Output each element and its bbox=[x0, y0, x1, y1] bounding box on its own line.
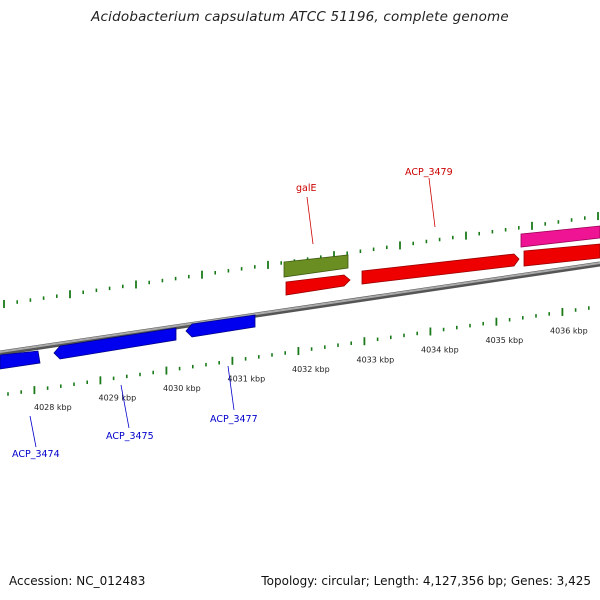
gene-arrow-forward[interactable] bbox=[523, 243, 600, 267]
kbp-tick-label: 4030 kbp bbox=[163, 384, 201, 393]
kbp-tick-labels: 4028 kbp 4029 kbp 4030 kbp 4031 kbp 4032 kbp… bbox=[34, 327, 588, 412]
kbp-tick-label: 4034 kbp bbox=[421, 346, 459, 355]
gene-ACP_3475[interactable] bbox=[53, 327, 177, 360]
kbp-tick-label: 4033 kbp bbox=[357, 355, 395, 364]
outer-tick-row bbox=[3, 212, 599, 308]
gene-galE[interactable] bbox=[283, 254, 349, 278]
forward-genes bbox=[283, 225, 600, 296]
reverse-genes bbox=[0, 314, 256, 370]
gene-ACP_3479[interactable] bbox=[361, 253, 520, 285]
map-title: Acidobacterium capsulatum ATCC 51196, co… bbox=[91, 9, 509, 25]
inner-tick-row bbox=[7, 306, 590, 396]
genome-summary-text: Topology: circular; Length: 4,127,356 bp… bbox=[261, 574, 591, 588]
kbp-tick-label: 4031 kbp bbox=[228, 374, 266, 383]
accession-text: Accession: NC_012483 bbox=[9, 574, 146, 588]
kbp-tick-label: 4028 kbp bbox=[34, 403, 72, 412]
label-galE[interactable]: galE bbox=[296, 183, 317, 194]
label-leaders bbox=[29, 177, 436, 448]
label-ACP_3479[interactable]: ACP_3479 bbox=[405, 167, 453, 178]
backbone bbox=[0, 261, 600, 356]
kbp-tick-label: 4032 kbp bbox=[292, 365, 330, 374]
gene-pink[interactable] bbox=[520, 225, 600, 248]
label-ACP_3477[interactable]: ACP_3477 bbox=[210, 414, 258, 425]
kbp-tick-label: 4029 kbp bbox=[99, 393, 137, 402]
kbp-tick-label: 4035 kbp bbox=[486, 336, 524, 345]
gene-ACP_3477[interactable] bbox=[185, 314, 256, 338]
label-ACP_3475[interactable]: ACP_3475 bbox=[106, 431, 154, 442]
gene-labels: ACP_3474 ACP_3475 ACP_3477 galE ACP_3479 bbox=[12, 167, 453, 460]
gene-ACP_3474[interactable] bbox=[0, 350, 41, 370]
label-ACP_3474[interactable]: ACP_3474 bbox=[12, 449, 60, 460]
gene-arrow-forward[interactable] bbox=[285, 274, 351, 296]
kbp-tick-label: 4036 kbp bbox=[550, 327, 588, 336]
